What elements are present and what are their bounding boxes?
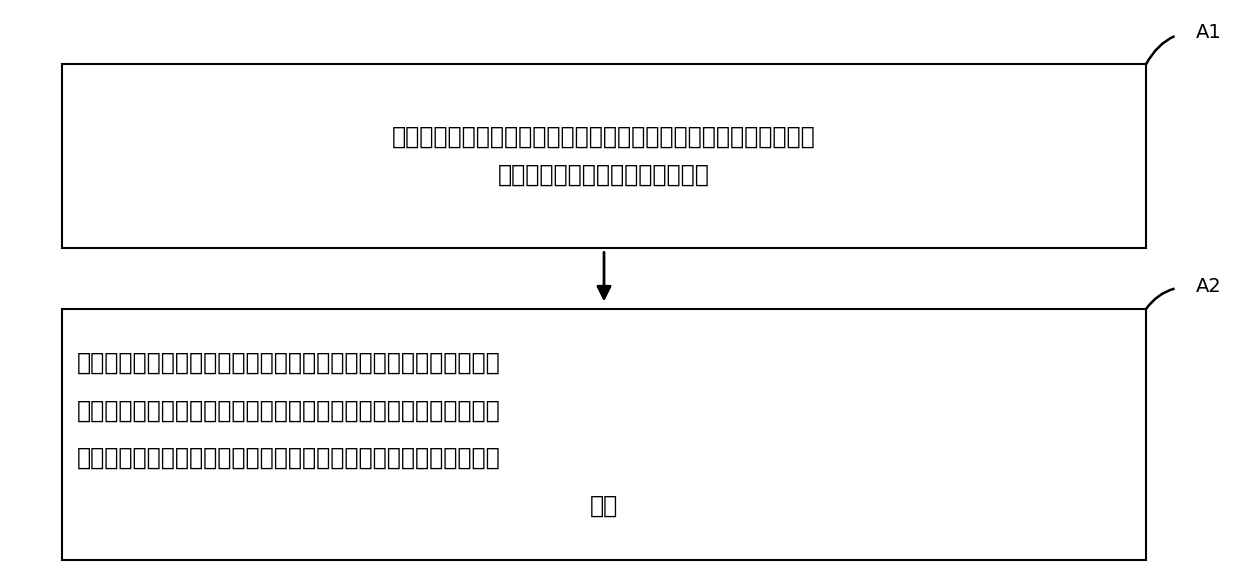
FancyBboxPatch shape (62, 309, 1146, 560)
Text: 获取充电电池的充电电路或放电电路的状态，以判断充电电池是否正: 获取充电电池的充电电路或放电电路的状态，以判断充电电池是否正 (77, 446, 501, 470)
Text: A1: A1 (1196, 23, 1222, 41)
Text: 生成第一检测指令以控制接入仓位对应的充电装置开启或关闭，并生: 生成第一检测指令以控制接入仓位对应的充电装置开启或关闭，并生 (77, 350, 501, 375)
Text: 在检测到有充电电池接入换电柜时，获取与充电电池对应的接入仓位: 在检测到有充电电池接入换电柜时，获取与充电电池对应的接入仓位 (392, 125, 817, 149)
Text: ，并控制接入仓位进入检测模式；: ，并控制接入仓位进入检测模式； (498, 163, 710, 187)
Text: A2: A2 (1196, 278, 1222, 296)
Text: 常。: 常。 (590, 494, 618, 518)
FancyBboxPatch shape (62, 64, 1146, 248)
Text: 成第二检测指令以控制充电电池的充电电路或放电电路开启或关闭，: 成第二检测指令以控制充电电池的充电电路或放电电路开启或关闭， (77, 398, 501, 423)
